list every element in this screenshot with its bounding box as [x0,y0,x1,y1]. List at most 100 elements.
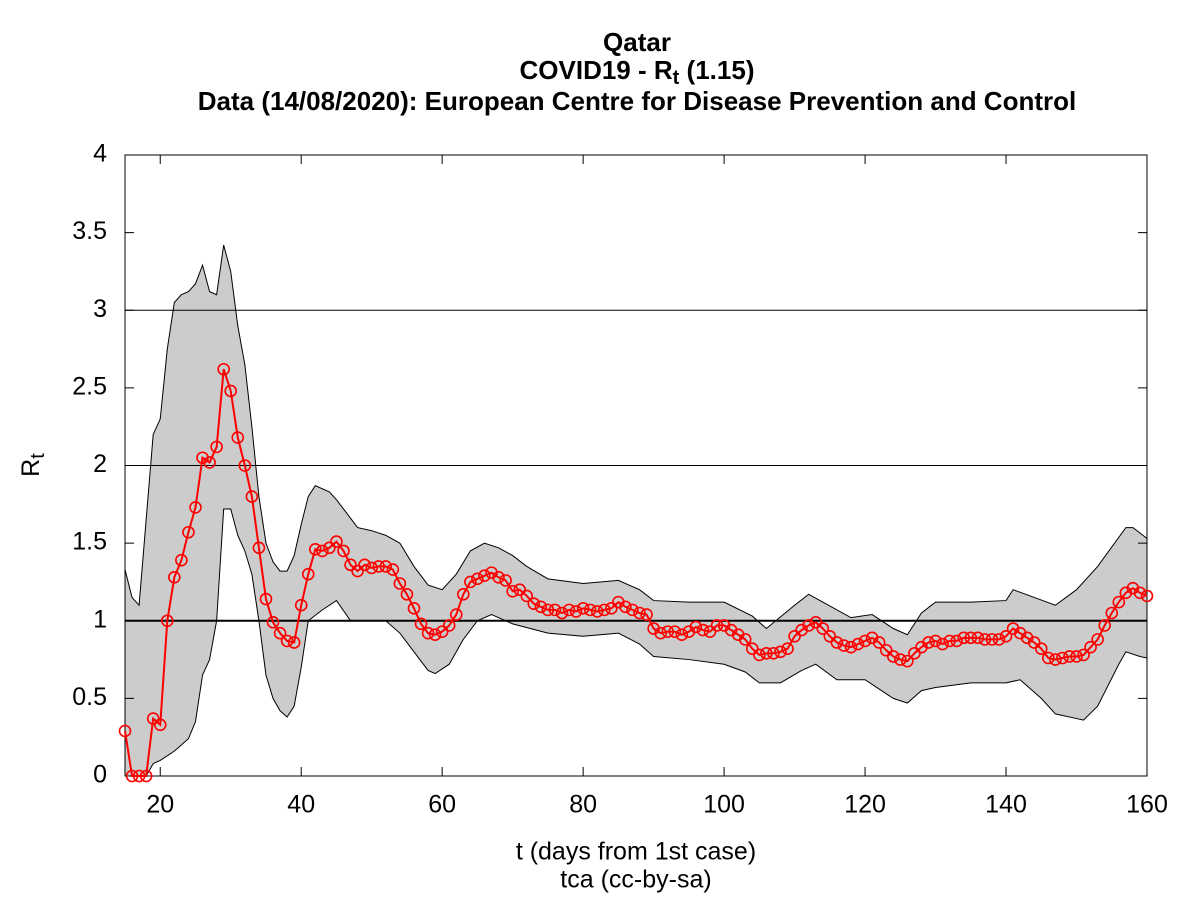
point [146,712,160,725]
point [999,629,1013,643]
point [471,572,484,586]
y-tick-label: 2.5 [72,372,107,400]
x-tick-label: 40 [287,791,315,819]
point [520,589,534,603]
point [238,459,252,472]
point [633,606,646,620]
point [590,605,604,618]
point [139,769,153,783]
point [548,603,562,617]
point [837,639,851,652]
point [449,608,463,621]
point [1077,648,1090,662]
x-tick-label: 80 [569,791,597,819]
point [576,602,590,615]
x-tick-label: 100 [703,791,745,819]
point [851,637,865,651]
point [703,625,717,638]
point [1070,650,1083,663]
y-tick-label: 2 [93,450,107,478]
point [125,769,139,783]
y-tick-label: 1 [93,605,107,633]
point [414,617,428,631]
point [499,574,512,587]
point [1034,642,1048,655]
point [583,603,597,617]
point [421,626,435,640]
point [943,634,956,648]
point [1091,633,1104,646]
point [407,602,421,615]
point [929,634,942,648]
x-tick-label: 120 [844,791,886,819]
subtitle-part: COVID19 - R [520,55,673,85]
point [175,553,188,567]
point [1027,636,1041,649]
y-tick-label: 0 [93,761,107,789]
point [710,619,724,632]
point [245,490,259,503]
point [788,629,801,643]
y-tick-label: 4 [93,140,107,168]
point [626,603,639,617]
point [294,598,308,612]
point [189,501,202,514]
point [323,541,336,555]
point [802,619,815,632]
point [182,525,195,539]
point [597,603,611,617]
point [985,633,999,646]
point [816,622,830,635]
point [316,544,329,558]
x-tick-label: 140 [985,791,1027,819]
point [957,631,971,645]
point [372,560,386,573]
point [661,625,675,638]
point [541,603,555,617]
point [760,647,773,660]
chart-source: Data (14/08/2020): European Centre for D… [198,86,1076,116]
band-edge [125,508,1148,777]
point [901,654,914,668]
point [1042,651,1055,665]
point [231,431,245,444]
chart-subtitle: COVID19 - Rt (1.15) [520,55,755,89]
point [379,560,393,573]
point [908,647,921,660]
point [259,592,273,606]
point [309,543,322,556]
point [210,440,223,454]
point [217,362,230,376]
point [950,634,963,648]
band-edge [124,244,1148,636]
point [365,561,378,575]
point [442,619,456,632]
point [654,626,667,640]
point [668,625,682,638]
point [1133,586,1147,600]
point [894,653,907,666]
point [844,640,858,654]
point [858,634,872,648]
point [1105,606,1119,620]
point [879,643,893,657]
point [640,608,653,621]
point [118,724,132,738]
point [619,600,632,614]
point [745,642,759,655]
point [809,616,823,629]
point [555,606,569,620]
x-tick-label: 160 [1126,791,1168,819]
subtitle-part: (1.15) [679,55,754,85]
point [696,623,710,637]
point [753,648,766,662]
point [400,588,414,601]
point [160,614,174,628]
y-tick-label: 0.5 [72,683,107,711]
point [936,637,949,651]
y-tick-label: 1.5 [72,528,107,556]
point [337,544,350,558]
point [992,633,1006,646]
point [358,558,371,572]
